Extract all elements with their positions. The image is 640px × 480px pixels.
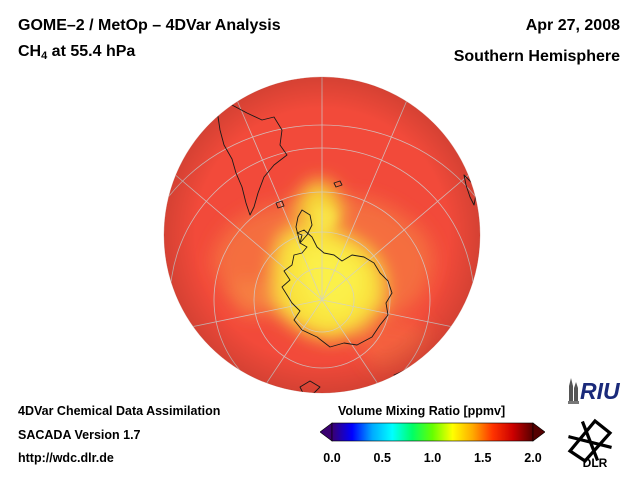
species-level: at 55.4 hPa <box>47 43 136 60</box>
colorbar <box>320 422 545 442</box>
colorbar-tick-label: 1.5 <box>474 451 492 465</box>
colorbar-tick-label: 0.0 <box>323 451 341 465</box>
colorbar-tick-label: 0.5 <box>373 451 391 465</box>
colorbar-tick-label: 2.0 <box>524 451 542 465</box>
footer-line-1: 4DVar Chemical Data Assimilation <box>18 404 221 418</box>
species-name: CH <box>18 43 42 60</box>
footer-url[interactable]: http://wdc.dlr.de <box>18 451 114 465</box>
colorbar-gradient <box>331 422 534 442</box>
colorbar-title: Volume Mixing Ratio [ppmv] <box>338 404 506 418</box>
map-title: GOME–2 / MetOp – 4DVar Analysis <box>18 17 281 34</box>
species-subscript: 4 <box>41 50 48 62</box>
analysis-date: Apr 27, 2008 <box>525 17 620 34</box>
colorbar-tick-label: 1.0 <box>423 451 442 465</box>
footer-line-2: SACADA Version 1.7 <box>18 428 141 442</box>
riu-logo: RIU <box>568 378 621 404</box>
colorbar-right-arrow <box>532 422 545 442</box>
globe-map <box>163 76 481 394</box>
colorbar-left-arrow <box>320 422 333 442</box>
riu-logo-text: RIU <box>580 378 621 404</box>
globe-outline <box>163 76 481 394</box>
dlr-logo-text: DLR <box>583 456 608 469</box>
dlr-logo: DLR <box>567 418 613 469</box>
riu-cathedral-icon <box>569 378 578 402</box>
dlr-emblem-icon <box>567 418 613 464</box>
hemisphere-label: Southern Hemisphere <box>453 48 620 65</box>
map-subtitle: CH4 at 55.4 hPa <box>18 43 135 62</box>
